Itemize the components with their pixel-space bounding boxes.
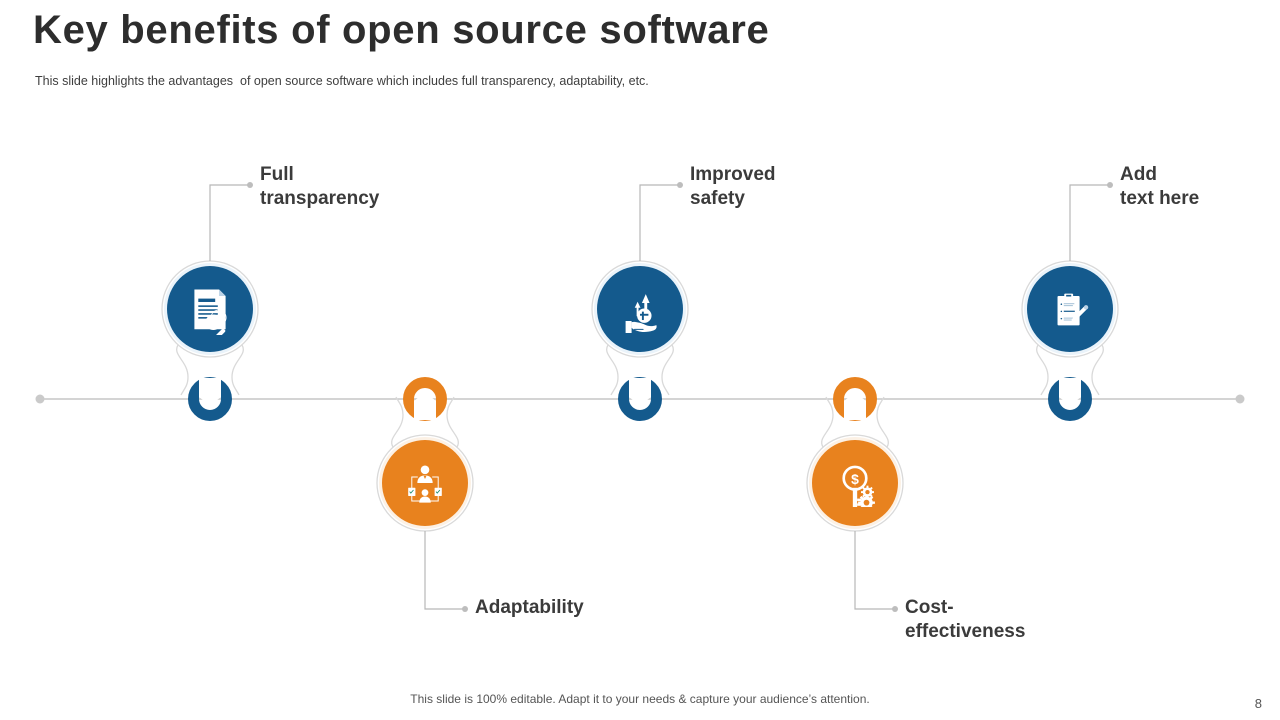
svg-text:$: $ — [851, 471, 859, 487]
